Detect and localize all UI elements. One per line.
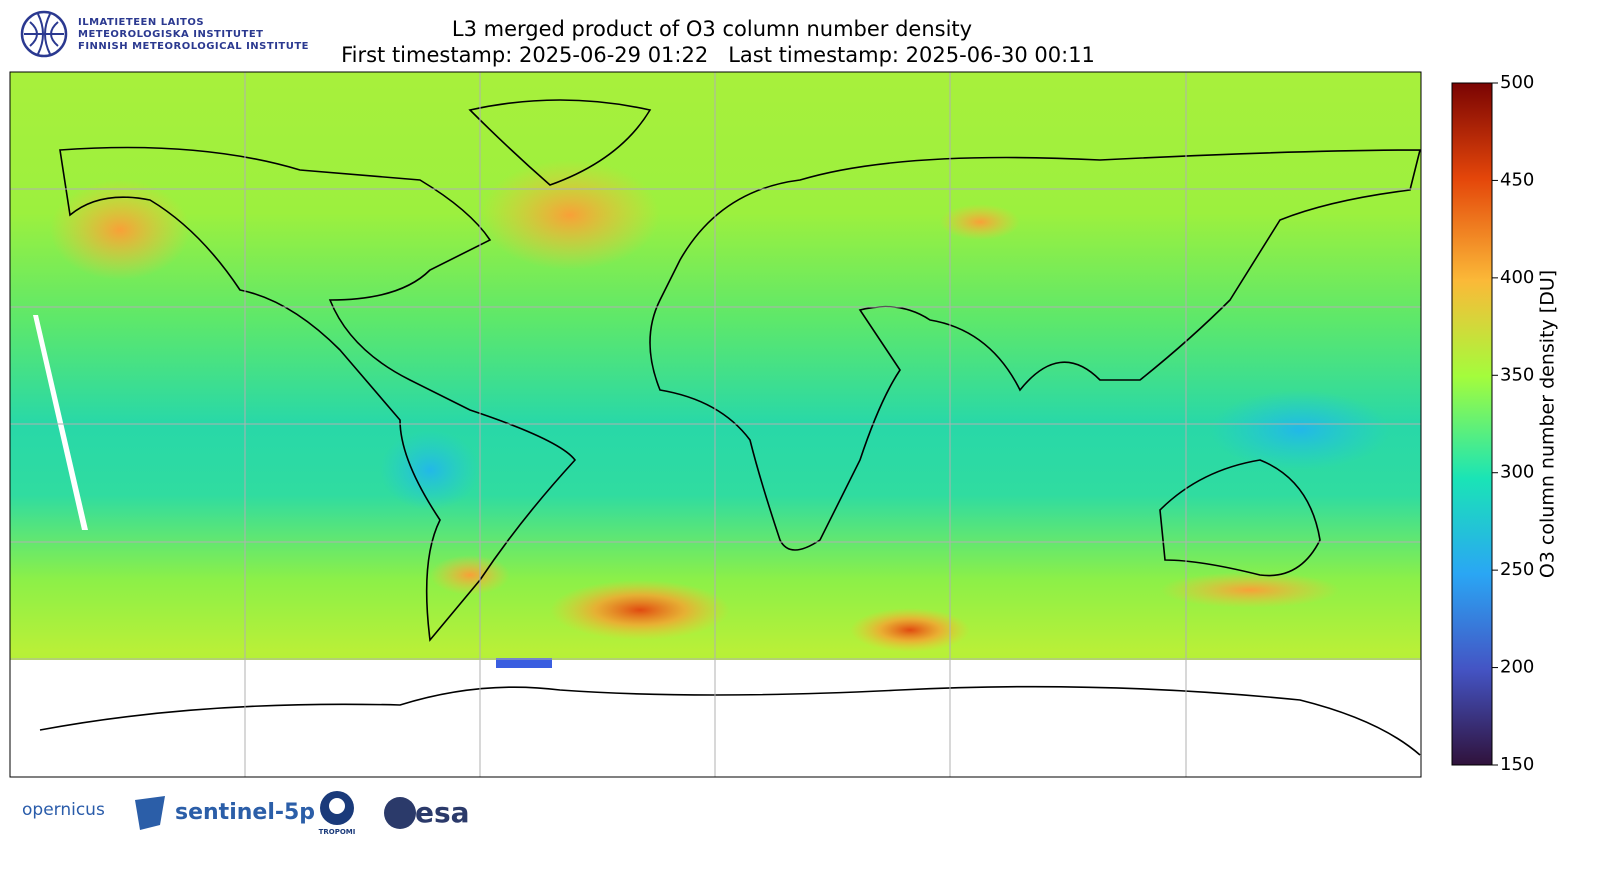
colorbar-tick-label: 250 xyxy=(1500,559,1534,580)
logo-line: FINNISH METEOROLOGICAL INSTITUTE xyxy=(78,41,309,52)
esa-logo: esa xyxy=(415,796,470,829)
title: L3 merged product of O3 column number de… xyxy=(452,17,972,41)
map xyxy=(9,71,1422,778)
colorbar-tick-label: 350 xyxy=(1500,364,1534,385)
sentinel-logo: sentinel-5p xyxy=(175,800,315,825)
graticule xyxy=(10,72,1421,777)
colorbar-tick-label: 150 xyxy=(1500,754,1534,775)
logo-line: METEOROLOGISKA INSTITUTET xyxy=(78,29,264,40)
colorbar-label: O3 column number density [DU] xyxy=(1537,270,1559,578)
tropomi-logo: TROPOMI xyxy=(319,828,356,836)
subtitle: First timestamp: 2025-06-29 01:22 Last t… xyxy=(341,43,1095,67)
copernicus-logo: opernicus xyxy=(22,800,105,820)
colorbar-tick-label: 400 xyxy=(1500,267,1534,288)
colorbar-tick-label: 450 xyxy=(1500,169,1534,190)
colorbar-tick-label: 300 xyxy=(1500,462,1534,483)
colorbar-tick-label: 200 xyxy=(1500,657,1534,678)
logo-line: ILMATIETEEN LAITOS xyxy=(78,17,204,28)
colorbar-tick-label: 500 xyxy=(1500,72,1534,93)
colorbar: O3 column number density [DU] 150 200 250 3… xyxy=(1451,72,1559,775)
footer-logos: opernicus sentinel-5p TROPOMI esa xyxy=(22,791,470,836)
fmi-logo: ILMATIETEEN LAITOS METEOROLOGISKA INSTIT… xyxy=(20,10,309,58)
